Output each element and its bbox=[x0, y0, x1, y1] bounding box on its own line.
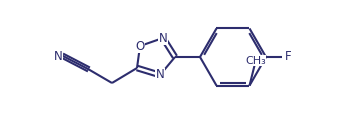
Text: N: N bbox=[155, 69, 164, 82]
Text: N: N bbox=[54, 50, 62, 62]
Text: F: F bbox=[285, 50, 291, 64]
Text: N: N bbox=[159, 32, 167, 45]
Text: O: O bbox=[135, 40, 145, 52]
Text: CH₃: CH₃ bbox=[245, 56, 266, 66]
